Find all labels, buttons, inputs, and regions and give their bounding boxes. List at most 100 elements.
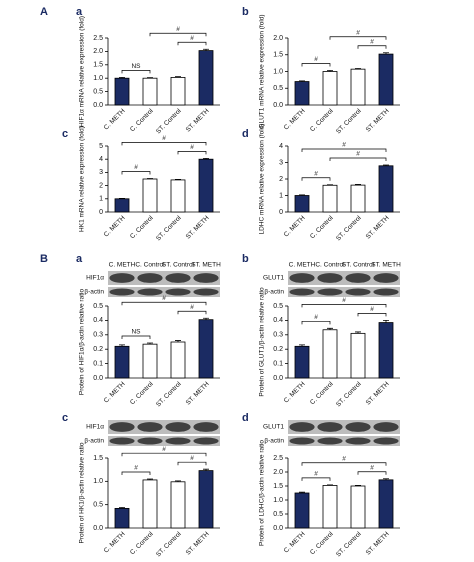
section-label: B — [40, 253, 48, 265]
blot-band — [289, 273, 315, 283]
y-axis-label: LDHC mRNA relative expression (fold) — [259, 124, 266, 235]
y-tick-label: 1 — [279, 192, 283, 199]
blot-label: HIF1α — [86, 275, 104, 282]
y-tick-label: 5 — [99, 143, 103, 150]
y-tick-label: 0.3 — [273, 332, 283, 339]
x-tick-label: C. Control — [309, 107, 335, 133]
bar — [378, 322, 394, 379]
x-tick-label: C. Control — [129, 214, 155, 240]
x-tick-label: C. METH — [283, 380, 307, 404]
error-bar — [299, 491, 305, 493]
error-bar — [175, 480, 181, 482]
panel-label: b — [242, 6, 249, 18]
significance-label: # — [314, 170, 318, 177]
x-tick-label: C. METH — [103, 380, 127, 404]
significance-label: # — [190, 144, 194, 151]
x-tick-label: C. Control — [129, 530, 155, 556]
bar — [294, 81, 310, 106]
y-axis-label: Protein of GLUT1/β-actin relative ratio — [259, 287, 266, 397]
blot-band — [137, 422, 163, 432]
bar — [350, 184, 366, 213]
significance-bracket — [301, 63, 331, 67]
y-tick-label: 1.5 — [93, 62, 103, 69]
blot-band — [165, 288, 191, 296]
error-bar — [299, 194, 305, 196]
x-tick-label: C. METH — [103, 107, 127, 131]
y-tick-label: 2 — [279, 176, 283, 183]
bar — [170, 481, 186, 529]
error-bar — [175, 76, 181, 78]
x-tick-label: C. METH — [103, 214, 127, 238]
bar — [170, 341, 186, 379]
error-bar — [355, 485, 361, 486]
blot-band — [317, 422, 343, 432]
y-tick-label: 0.5 — [93, 88, 103, 95]
significance-bracket — [301, 177, 331, 181]
significance-bracket — [121, 471, 151, 475]
error-bar — [355, 68, 361, 70]
blot-strip — [288, 420, 400, 434]
bar — [198, 470, 214, 529]
error-bar — [119, 507, 125, 509]
bar — [198, 158, 214, 213]
significance-label: # — [314, 314, 318, 321]
y-tick-label: 0 — [279, 209, 283, 216]
significance-label: # — [342, 455, 346, 462]
bar — [322, 329, 338, 379]
error-bar — [175, 340, 181, 342]
blot-strip — [288, 271, 400, 285]
significance-bracket — [177, 461, 207, 466]
blot-band — [109, 422, 135, 432]
y-tick-label: 2.5 — [93, 35, 103, 42]
lane-label: C. METH — [289, 262, 316, 269]
error-bar — [383, 164, 389, 166]
significance-label: # — [190, 304, 194, 311]
significance-bracket — [357, 471, 387, 475]
blot-band — [165, 422, 191, 432]
bar — [114, 345, 130, 379]
significance-label: # — [134, 465, 138, 472]
x-tick-label: ST. Control — [335, 214, 363, 242]
significance-bracket — [329, 36, 387, 40]
y-tick-label: 0.0 — [273, 375, 283, 382]
y-tick-label: 0.2 — [93, 346, 103, 353]
blot-label: β-actin — [84, 438, 104, 445]
y-axis-label: HIF1α mRNA relative expression (fold) — [79, 16, 86, 127]
bar — [142, 178, 158, 213]
y-tick-label: 0.3 — [93, 332, 103, 339]
y-tick-label: 0.1 — [273, 360, 283, 367]
significance-label: # — [342, 297, 346, 304]
lane-label: ST. METH — [371, 262, 401, 269]
x-tick-label: ST. Control — [335, 107, 363, 135]
blot-band — [289, 437, 315, 445]
y-tick-label: 2.5 — [273, 455, 283, 462]
significance-label: # — [370, 38, 374, 45]
x-tick-label: C. METH — [103, 530, 127, 554]
significance-bracket — [121, 452, 207, 457]
significance-label: NS — [131, 63, 141, 70]
lane-label: ST. METH — [191, 262, 221, 269]
blot-band — [193, 288, 219, 296]
error-bar — [203, 468, 209, 471]
error-bar — [203, 158, 209, 160]
lane-label: C. METH — [109, 262, 136, 269]
x-tick-label: ST. METH — [365, 380, 391, 406]
significance-bracket — [301, 320, 331, 325]
x-tick-label: ST. Control — [335, 530, 363, 558]
error-bar — [299, 344, 305, 347]
significance-label: # — [370, 464, 374, 471]
y-tick-label: 1.0 — [93, 75, 103, 82]
error-bar — [203, 317, 209, 320]
y-axis-label: GLUT1 mRNA relative expression (fold) — [259, 14, 266, 128]
significance-label: NS — [131, 329, 141, 336]
x-tick-label: ST. METH — [185, 530, 211, 556]
significance-bracket — [121, 301, 207, 306]
error-bar — [175, 178, 181, 180]
bar — [378, 479, 394, 529]
bar — [198, 50, 214, 106]
blot-label: β-actin — [264, 289, 284, 296]
bar — [142, 77, 158, 106]
y-tick-label: 2.0 — [273, 469, 283, 476]
blot-band — [193, 273, 219, 283]
blot-band — [137, 437, 163, 445]
